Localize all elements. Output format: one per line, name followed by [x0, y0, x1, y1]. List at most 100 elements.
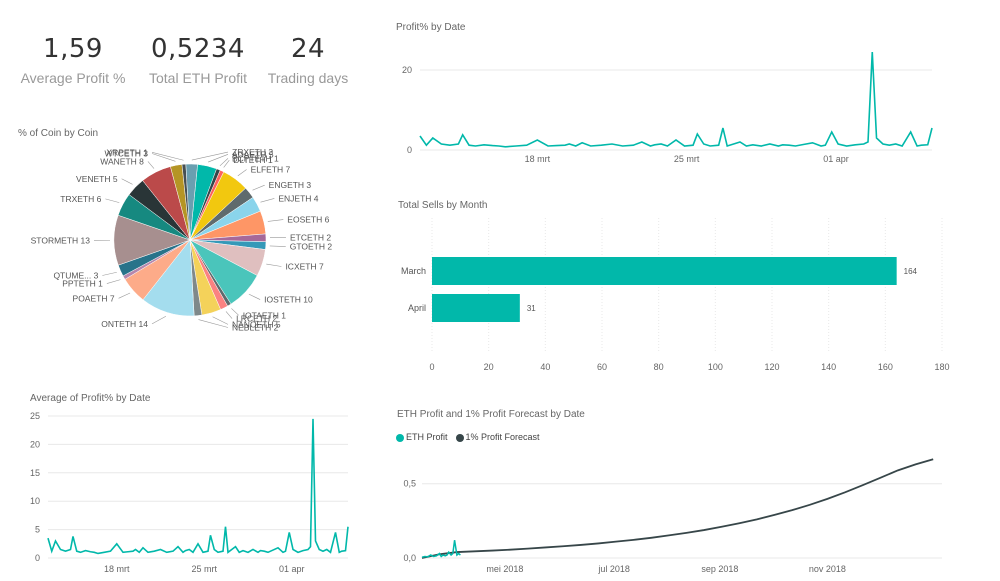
pie-label: ENJETH 4: [278, 193, 318, 203]
x-tick-label: 25 mrt: [674, 154, 700, 164]
x-tick-label: 0: [429, 362, 434, 372]
x-tick-label: 80: [654, 362, 664, 372]
y-tick-label: 20: [402, 65, 412, 75]
y-tick-label: 0,5: [403, 479, 416, 489]
x-tick-label: 140: [821, 362, 836, 372]
pie-label: XRPETH 1: [106, 147, 148, 157]
pie-label: ADAETH 5: [232, 149, 274, 159]
y-tick-label: 20: [30, 439, 40, 449]
pie-leader-line: [147, 161, 155, 169]
pie-label: GTOETH 2: [290, 242, 333, 252]
pie-label: WTCETH 3: [105, 148, 149, 158]
pie-label: QTUME... 3: [53, 270, 98, 280]
series-line-forecast: [421, 458, 934, 559]
pie-leader-line: [121, 178, 133, 185]
x-tick-label: 120: [764, 362, 779, 372]
kpi-value: 1,59: [43, 34, 103, 64]
pie-label: ETCETH 2: [290, 232, 331, 242]
pie-leader-line: [105, 198, 120, 203]
pie-label: NANOETH 5: [232, 319, 281, 329]
pie-leader-line: [151, 151, 184, 161]
y-category-label: March: [401, 266, 426, 276]
y-tick-label: 0,0: [403, 553, 416, 563]
forecast-title: ETH Profit and 1% Profit Forecast by Dat…: [397, 409, 585, 420]
pie-leader-line: [269, 245, 286, 247]
legend-item-eth-profit[interactable]: ETH Profit: [396, 432, 448, 442]
avg-profit-chart[interactable]: 0 5 10 15 20 25 18 mrt 25 mrt 01 apr: [0, 404, 370, 580]
legend-label: ETH Profit: [406, 432, 448, 442]
x-tick-label: 180: [934, 362, 949, 372]
x-tick-label: mei 2018: [486, 564, 523, 574]
bar-data-label: 164: [904, 267, 918, 276]
y-tick-label: 0: [407, 145, 412, 155]
x-tick-label: nov 2018: [809, 564, 846, 574]
x-tick-label: 100: [708, 362, 723, 372]
pie-label: DLTETH 1: [233, 155, 273, 165]
kpi-value: 24: [290, 34, 326, 64]
kpi-label: Total ETH Profit: [148, 70, 248, 86]
forecast-chart[interactable]: 0,0 0,5 mei 2018 jul 2018 sep 2018 nov 2018: [380, 448, 980, 578]
y-tick-label: 5: [35, 525, 40, 535]
pie-leader-line: [223, 160, 230, 168]
teal-dot-icon: [396, 433, 404, 442]
pie-label: WANETH 8: [100, 156, 144, 166]
x-tick-label: 60: [597, 362, 607, 372]
dark-dot-icon: [455, 433, 464, 442]
pie-label: ICXETH 7: [285, 262, 324, 272]
x-tick-label: 25 mrt: [191, 564, 217, 574]
pie-label: STORMETH 13: [31, 235, 91, 245]
bar-data-label: 31: [527, 304, 536, 313]
kpi-average-profit: 1,59 Average Profit %: [18, 34, 128, 86]
y-tick-label: 25: [30, 411, 40, 421]
forecast-legend: ETH Profit 1% Profit Forecast: [396, 432, 540, 442]
pie-label: IOTAETH 1: [243, 310, 287, 320]
series-line-eth-profit: [421, 540, 461, 558]
pie-slice: [185, 163, 198, 241]
pie-leader-line: [102, 271, 117, 276]
total-sells-chart[interactable]: 0 20 40 60 80 100 120 140 160 180 March 164 April 31: [380, 212, 980, 382]
y-category-label: April: [408, 303, 426, 313]
pie-label: IOSTETH 10: [264, 295, 313, 305]
pie-label: BCPTETH 1: [232, 153, 279, 163]
kpi-value: 0,5234: [151, 34, 245, 64]
kpi-trading-days: 24 Trading days: [263, 34, 353, 86]
pie-leader-line: [231, 308, 239, 316]
x-tick-label: jul 2018: [597, 564, 630, 574]
total-sells-title: Total Sells by Month: [398, 200, 488, 211]
profit-by-date-chart[interactable]: 0 20 18 mrt 25 mrt 01 apr: [380, 36, 980, 176]
pie-label: TRXETH 6: [60, 194, 101, 204]
profit-by-date-title: Profit% by Date: [396, 22, 466, 33]
pie-label: ELFETH 7: [251, 164, 291, 174]
x-tick-label: sep 2018: [701, 564, 738, 574]
pie-label: ENGETH 3: [269, 180, 312, 190]
series-line-avg-profit: [47, 418, 349, 555]
pie-leader-line: [219, 158, 229, 167]
y-tick-label: 0: [35, 553, 40, 563]
x-tick-label: 01 apr: [823, 154, 849, 164]
pie-leader-line: [151, 153, 176, 162]
y-tick-label: 10: [30, 496, 40, 506]
pie-leader-line: [212, 316, 229, 325]
pie-label: EOSETH 6: [287, 215, 329, 225]
bar-march: [432, 257, 897, 285]
kpi-label: Average Profit %: [20, 70, 126, 86]
pie-title: % of Coin by Coin: [18, 128, 99, 139]
pie-leader-line: [225, 311, 233, 319]
y-tick-label: 15: [30, 468, 40, 478]
x-tick-label: 18 mrt: [104, 564, 130, 574]
pie-label: VENETH 5: [76, 174, 118, 184]
pie-leader-line: [106, 279, 121, 284]
x-tick-label: 18 mrt: [525, 154, 551, 164]
pie-leader-line: [208, 154, 229, 163]
avg-profit-title: Average of Profit% by Date: [30, 393, 151, 404]
pie-leader-line: [198, 319, 229, 328]
pie-leader-line: [151, 316, 167, 325]
series-line-profit: [419, 51, 933, 148]
x-tick-label: 01 apr: [279, 564, 305, 574]
x-tick-label: 20: [484, 362, 494, 372]
legend-item-forecast[interactable]: 1% Profit Forecast: [455, 432, 540, 442]
pie-leader-line: [237, 169, 247, 177]
pie-label: ZRXETH 3: [232, 147, 273, 157]
pie-label: POAETH 7: [73, 293, 115, 303]
